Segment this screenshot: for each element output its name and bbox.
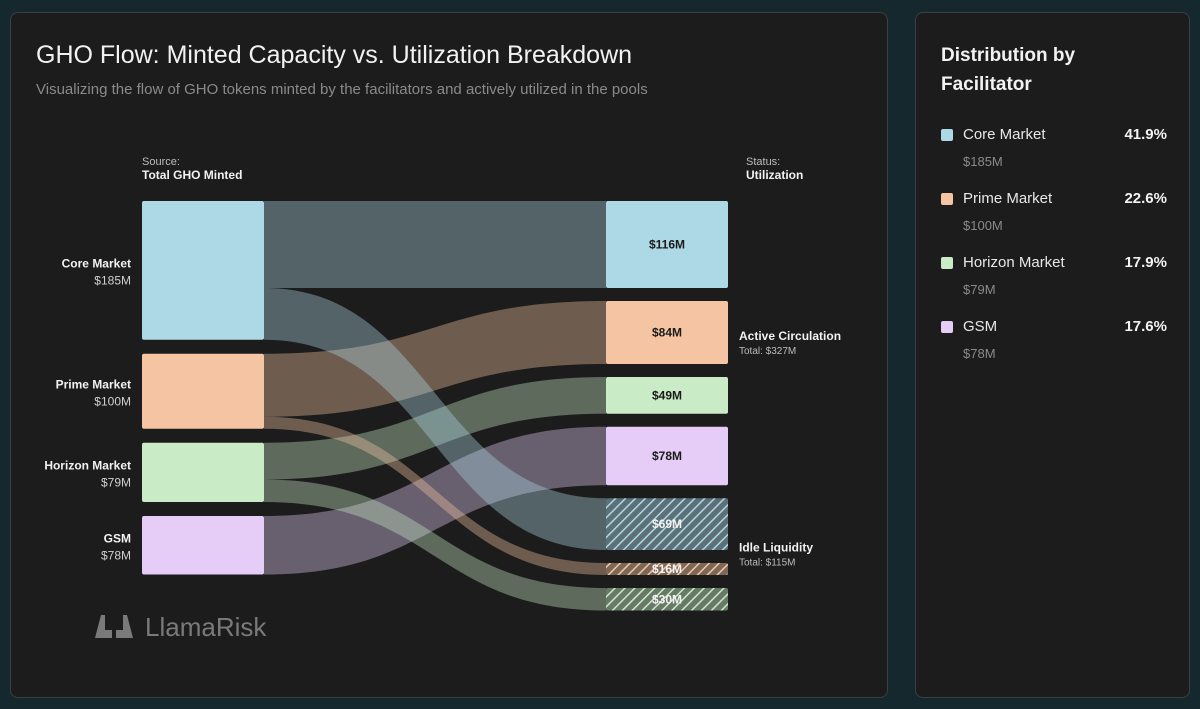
target-node-core-market-idle-liquidity [606, 498, 728, 550]
legend-percent: 17.6% [1124, 318, 1167, 335]
target-value-label: $69M [652, 517, 682, 531]
main-panel: GHO Flow: Minted Capacity vs. Utilizatio… [10, 12, 888, 698]
flow-link-core-market-idle-liquidity [264, 288, 606, 550]
target-value-label: $116M [649, 238, 685, 252]
legend-percent: 41.9% [1124, 126, 1167, 143]
source-node-gsm [142, 516, 264, 575]
target-value-label: $84M [652, 326, 682, 340]
target-node-gsm-active-circulation [606, 426, 728, 486]
distribution-title: Distribution by Facilitator [941, 45, 1076, 95]
flow-link-core-market-active-circulation [264, 201, 606, 288]
source-node-prime-market [142, 353, 264, 429]
target-value-label: $30M [652, 592, 682, 606]
legend-item-gsm: GSM 17.6% $78M [941, 318, 1167, 368]
target-node-core-market-active-circulation [606, 201, 728, 288]
legend-swatch [941, 193, 953, 205]
legend-swatch [941, 321, 953, 333]
flow-link-gsm-active-circulation [264, 426, 606, 575]
flow-nodes [142, 201, 728, 611]
flow-link-prime-market-idle-liquidity [264, 416, 606, 575]
legend-value: $100M [963, 218, 1003, 233]
legend-percent: 22.6% [1124, 190, 1167, 207]
page-title: GHO Flow: Minted Capacity vs. Utilizatio… [36, 41, 633, 69]
flow-links [264, 201, 606, 611]
legend-swatch [941, 129, 953, 141]
source-label-core-market: Core Market [62, 256, 131, 270]
target-caption: Status: [746, 156, 780, 168]
legend-value: $79M [963, 282, 996, 297]
source-header: Total GHO Minted [142, 168, 242, 182]
target-value-label: $16M [652, 562, 682, 576]
sankey-chart: Source: Total GHO Minted Status: Utiliza… [44, 156, 841, 642]
group-label-active-circulation: Active Circulation [739, 329, 841, 343]
legend-name: Core Market [963, 126, 1046, 143]
llamarisk-logo: LlamaRisk [95, 612, 267, 642]
source-value-prime-market: $100M [94, 394, 131, 408]
target-node-prime-market-active-circulation [606, 301, 728, 364]
source-value-horizon-market: $79M [101, 475, 131, 489]
target-node-horizon-market-active-circulation [606, 377, 728, 414]
llamarisk-logo-text: LlamaRisk [145, 612, 267, 642]
legend-item-core-market: Core Market 41.9% $185M [941, 126, 1167, 176]
flow-link-prime-market-active-circulation [264, 301, 606, 417]
llamarisk-logo-icon [95, 615, 133, 638]
legend-name: Horizon Market [963, 254, 1065, 271]
legend-item-horizon-market: Horizon Market 17.9% $79M [941, 254, 1167, 304]
source-node-horizon-market [142, 442, 264, 502]
chart-labels: Source: Total GHO Minted Status: Utiliza… [44, 156, 841, 606]
source-label-gsm: GSM [104, 531, 131, 545]
group-total-active-circulation: Total: $327M [739, 346, 796, 357]
legend-percent: 17.9% [1124, 254, 1167, 271]
target-value-label: $78M [652, 449, 682, 463]
legend-name: Prime Market [963, 190, 1053, 207]
page-subtitle: Visualizing the flow of GHO tokens minte… [36, 81, 648, 98]
source-value-gsm: $78M [101, 548, 131, 562]
legend-value: $78M [963, 346, 996, 361]
group-label-idle-liquidity: Idle Liquidity [739, 540, 813, 554]
group-total-idle-liquidity: Total: $115M [739, 557, 796, 568]
target-node-horizon-market-idle-liquidity [606, 588, 728, 611]
target-node-prime-market-idle-liquidity [606, 563, 728, 575]
legend-item-prime-market: Prime Market 22.6% $100M [941, 190, 1167, 240]
source-value-core-market: $185M [94, 273, 131, 287]
source-label-horizon-market: Horizon Market [44, 458, 131, 472]
source-label-prime-market: Prime Market [56, 377, 131, 391]
distribution-panel: Distribution by Facilitator Core Market … [915, 12, 1190, 698]
source-node-core-market [142, 201, 264, 340]
target-header: Utilization [746, 168, 803, 182]
source-caption: Source: [142, 156, 180, 168]
target-value-label: $49M [652, 388, 682, 402]
flow-link-horizon-market-idle-liquidity [264, 479, 606, 611]
flow-link-horizon-market-active-circulation [264, 377, 606, 480]
legend-swatch [941, 257, 953, 269]
legend-name: GSM [963, 318, 998, 335]
legend-value: $185M [963, 154, 1003, 169]
